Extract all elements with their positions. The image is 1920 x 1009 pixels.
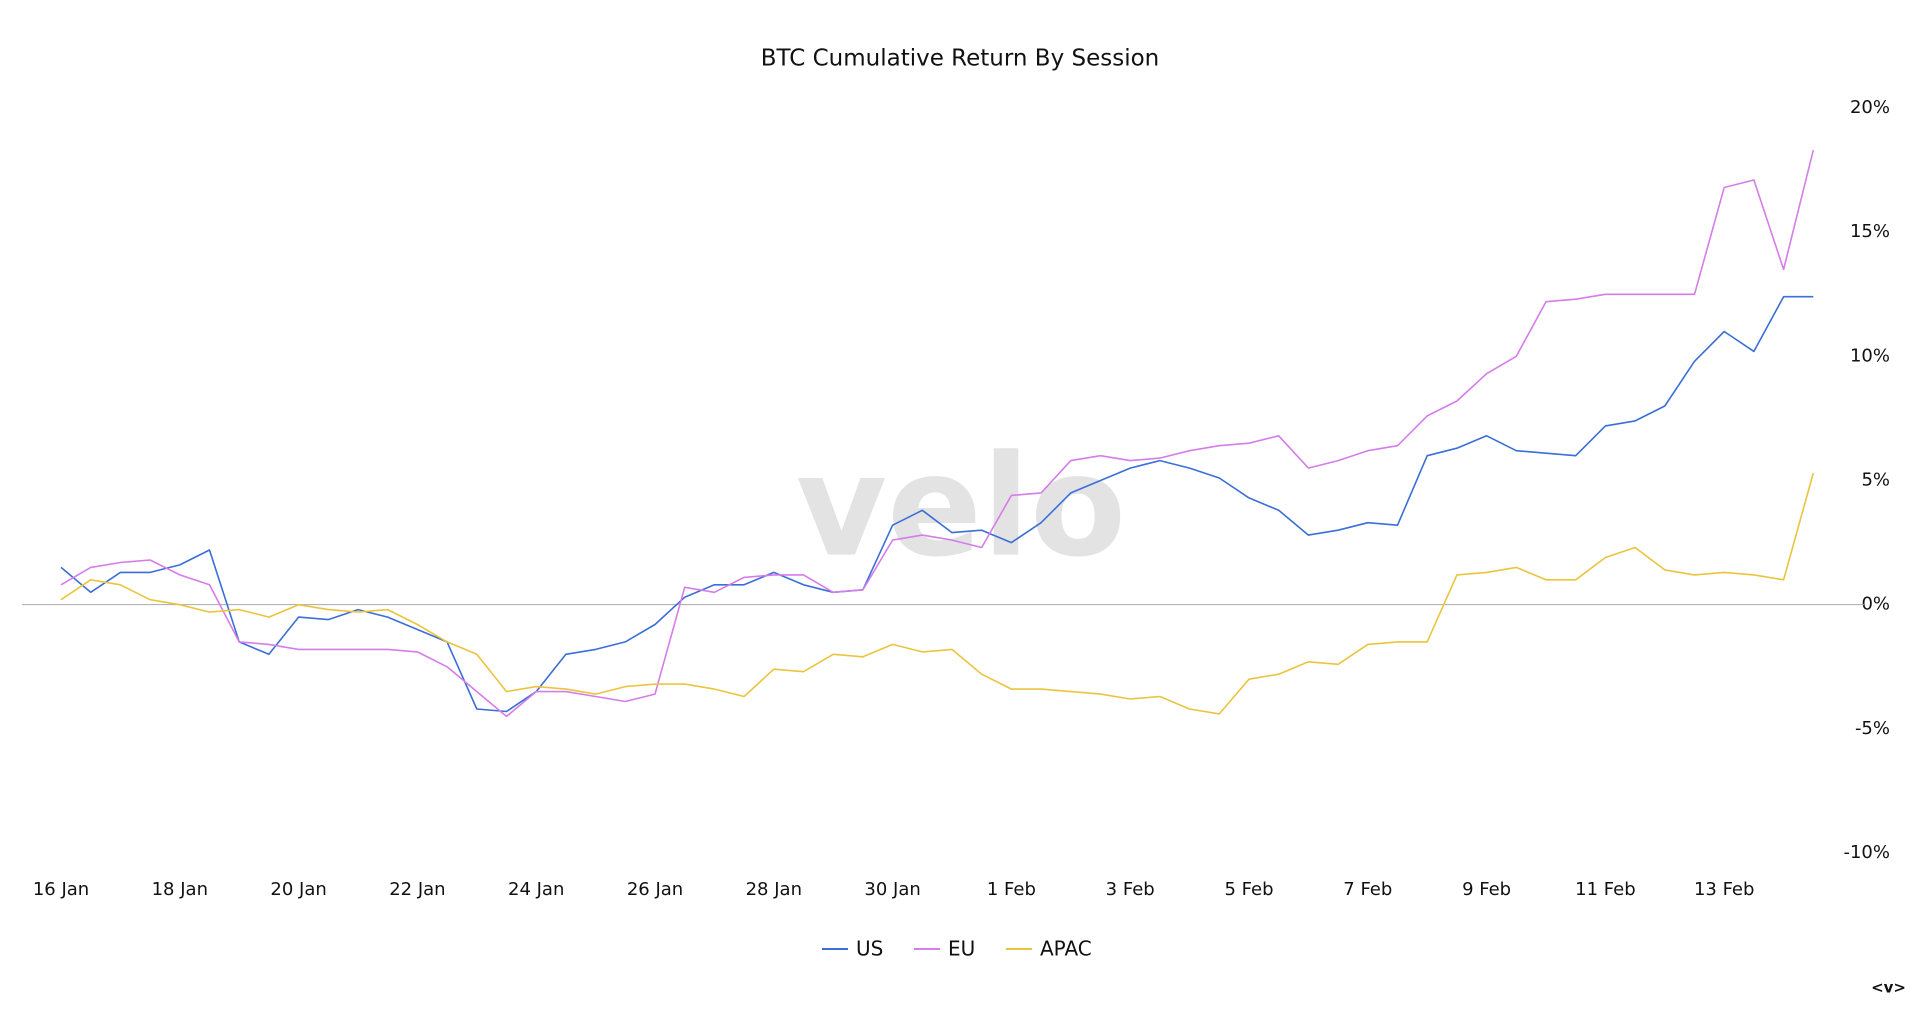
y-tick-label: 0% <box>1861 594 1890 615</box>
y-tick-label: 10% <box>1850 345 1890 366</box>
x-tick-label: 9 Feb <box>1462 879 1511 900</box>
y-tick-label: 20% <box>1850 97 1890 118</box>
toggle-button[interactable]: <v> <box>1871 979 1906 997</box>
chart-title: BTC Cumulative Return By Session <box>761 46 1160 72</box>
x-tick-label: 24 Jan <box>508 879 564 900</box>
y-tick-label: -10% <box>1843 842 1890 863</box>
x-tick-label: 3 Feb <box>1106 879 1155 900</box>
series-line <box>60 150 1815 718</box>
x-tick-label: 7 Feb <box>1343 879 1392 900</box>
x-tick-label: 18 Jan <box>152 879 208 900</box>
legend-label: US <box>856 937 883 961</box>
x-tick-label: 13 Feb <box>1694 879 1755 900</box>
legend-label: EU <box>948 937 975 961</box>
y-tick-label: 15% <box>1850 221 1890 242</box>
x-tick-label: 20 Jan <box>270 879 326 900</box>
x-tick-label: 5 Feb <box>1224 879 1273 900</box>
x-tick-label: 1 Feb <box>987 879 1036 900</box>
legend-label: APAC <box>1040 937 1092 961</box>
x-tick-label: 11 Feb <box>1575 879 1636 900</box>
y-tick-label: -5% <box>1855 718 1890 739</box>
x-tick-label: 22 Jan <box>389 879 445 900</box>
x-tick-label: 16 Jan <box>33 879 89 900</box>
x-tick-label: 30 Jan <box>864 879 920 900</box>
watermark: velo <box>796 426 1126 589</box>
y-tick-label: 5% <box>1861 470 1890 491</box>
x-tick-label: 26 Jan <box>627 879 683 900</box>
x-tick-label: 28 Jan <box>746 879 802 900</box>
series-line <box>60 472 1815 715</box>
